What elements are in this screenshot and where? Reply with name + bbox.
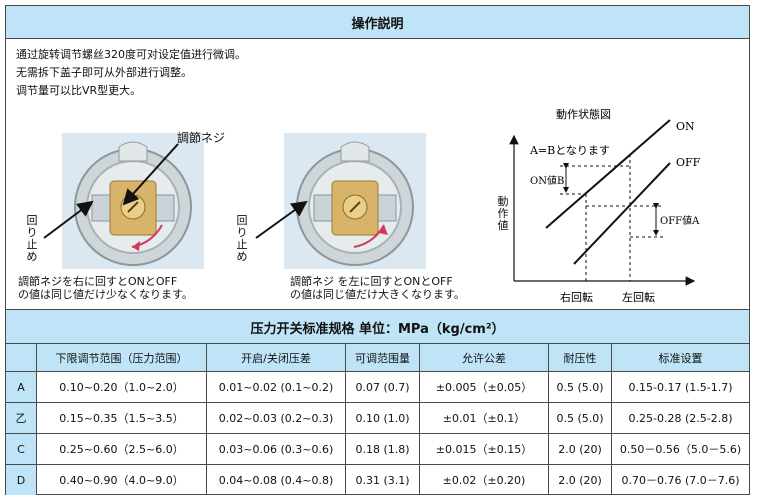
pressure-switch-image: [284, 133, 426, 269]
column-header: 下限调节范围（压力范围）: [36, 343, 207, 372]
table-row: 乙 0.15~0.35（1.5~3.5） 0.02~0.03 (0.2~0.3)…: [6, 402, 749, 434]
spec-table: 下限调节范围（压力范围） 开启/关闭压差 可调范围量 允许公差 耐压性 标准设置…: [6, 343, 749, 495]
stop-label-right: 回り止め: [236, 214, 248, 263]
column-header: 耐压性: [548, 343, 612, 372]
row-label: C: [6, 433, 37, 465]
stop-label-left: 回り止め: [26, 214, 38, 263]
row-label: A: [6, 371, 37, 403]
table-cell: 0.04~0.08 (0.4~0.8): [206, 464, 346, 495]
left-turn-label: 左回転: [622, 291, 655, 304]
column-header: 允许公差: [419, 343, 549, 372]
equal-note: A=Bとなります: [529, 144, 610, 157]
table-cell: 2.0 (20): [548, 433, 612, 465]
table-cell: 0.07 (0.7): [345, 371, 420, 403]
table-cell: 0.10 (1.0): [345, 402, 420, 434]
switch-photo-left-turn: [284, 133, 426, 269]
table-cell: 0.01~0.02 (0.1~0.2): [206, 371, 346, 403]
table-cell: 0.40~0.90（4.0~9.0）: [36, 464, 207, 495]
off-label: OFF: [676, 156, 701, 169]
table-cell: 0.03~0.06 (0.3~0.6): [206, 433, 346, 465]
operation-state-diagram: 動作状態図 ON OFF A=Bとなります ON値B OFF値A 右回転 左回転: [509, 107, 701, 304]
table-cell: 0.50－0.56（5.0－5.6): [611, 433, 749, 465]
section-title-operation: 操作説明: [6, 6, 749, 39]
caption-line: の値は同じ値だけ少なくなります。: [18, 288, 193, 301]
table-cell: ±0.01（±0.1）: [419, 402, 549, 434]
adjust-screw-label: 調節ネジ: [177, 131, 226, 145]
table-cell: 0.15-0.17 (1.5-1.7): [611, 371, 749, 403]
on-line: [545, 119, 671, 229]
table-cell: 0.10~0.20（1.0~2.0）: [36, 371, 207, 403]
switch-photo-right-turn: [62, 133, 204, 269]
table-row: A 0.10~0.20（1.0~2.0） 0.01~0.02 (0.1~0.2)…: [6, 371, 749, 403]
column-header: 开启/关闭压差: [206, 343, 346, 372]
caption-left-turn: 調節ネジ を左に回すとONとOFF の値は同じ値だけ大きくなります。: [290, 275, 465, 301]
column-header: 可调范围量: [345, 343, 420, 372]
table-cell: 0.02~0.03 (0.2~0.3): [206, 402, 346, 434]
diagram-title: 動作状態図: [556, 107, 611, 121]
column-header: [6, 343, 37, 372]
off-value-label: OFF値A: [660, 214, 700, 227]
table-cell: 0.31 (3.1): [345, 464, 420, 495]
table-header-row: 下限调节范围（压力范围） 开启/关闭压差 可调范围量 允许公差 耐压性 标准设置: [6, 343, 749, 372]
section-title-specs: 压力开关标准规格 单位：MPa（kg/cm²）: [6, 309, 749, 345]
caption-line: の値は同じ値だけ大きくなります。: [290, 288, 465, 301]
table-cell: 0.5 (5.0): [548, 402, 612, 434]
table-row: D 0.40~0.90（4.0~9.0） 0.04~0.08 (0.4~0.8)…: [6, 464, 749, 495]
table-cell: 0.18 (1.8): [345, 433, 420, 465]
on-label: ON: [676, 120, 695, 133]
description-line: 无需拆下盖子即可从外部进行调整。: [16, 66, 192, 79]
column-header: 标准设置: [611, 343, 749, 372]
right-turn-label: 右回転: [560, 290, 593, 304]
row-label: D: [6, 464, 37, 495]
row-label: 乙: [6, 402, 37, 434]
caption-right-turn: 調節ネジを右に回すとONとOFF の値は同じ値だけ少なくなります。: [18, 275, 193, 301]
pressure-switch-image: [62, 133, 204, 269]
on-value-label: ON値B: [530, 174, 564, 187]
caption-line: 調節ネジ を左に回すとONとOFF: [290, 275, 453, 288]
caption-line: 調節ネジを右に回すとONとOFF: [18, 275, 178, 288]
table-cell: ±0.005（±0.05）: [419, 371, 549, 403]
y-axis-label: 動作値: [497, 195, 509, 232]
table-cell: ±0.015（±0.15）: [419, 433, 549, 465]
table-cell: ±0.02（±0.20): [419, 464, 549, 495]
table-cell: 0.25-0.28 (2.5-2.8): [611, 402, 749, 434]
description-line: 通过旋转调节螺丝320度可对设定值进行微调。: [16, 48, 246, 61]
table-cell: 0.70－0.76 (7.0－7.6): [611, 464, 749, 495]
table-cell: 0.15~0.35（1.5~3.5）: [36, 402, 207, 434]
off-line: [573, 162, 671, 265]
table-cell: 0.5 (5.0): [548, 371, 612, 403]
table-cell: 2.0 (20): [548, 464, 612, 495]
table-cell: 0.25~0.60（2.5~6.0）: [36, 433, 207, 465]
table-row: C 0.25~0.60（2.5~6.0） 0.03~0.06 (0.3~0.6)…: [6, 433, 749, 465]
spec-sheet: 操作説明 通过旋转调节螺丝320度可对设定值进行微调。 无需拆下盖子即可从外部进…: [5, 5, 750, 495]
operation-description: 通过旋转调节螺丝320度可对设定值进行微调。 无需拆下盖子即可从外部进行调整。 …: [16, 46, 246, 100]
description-line: 调节量可以比VR型更大。: [16, 84, 142, 97]
